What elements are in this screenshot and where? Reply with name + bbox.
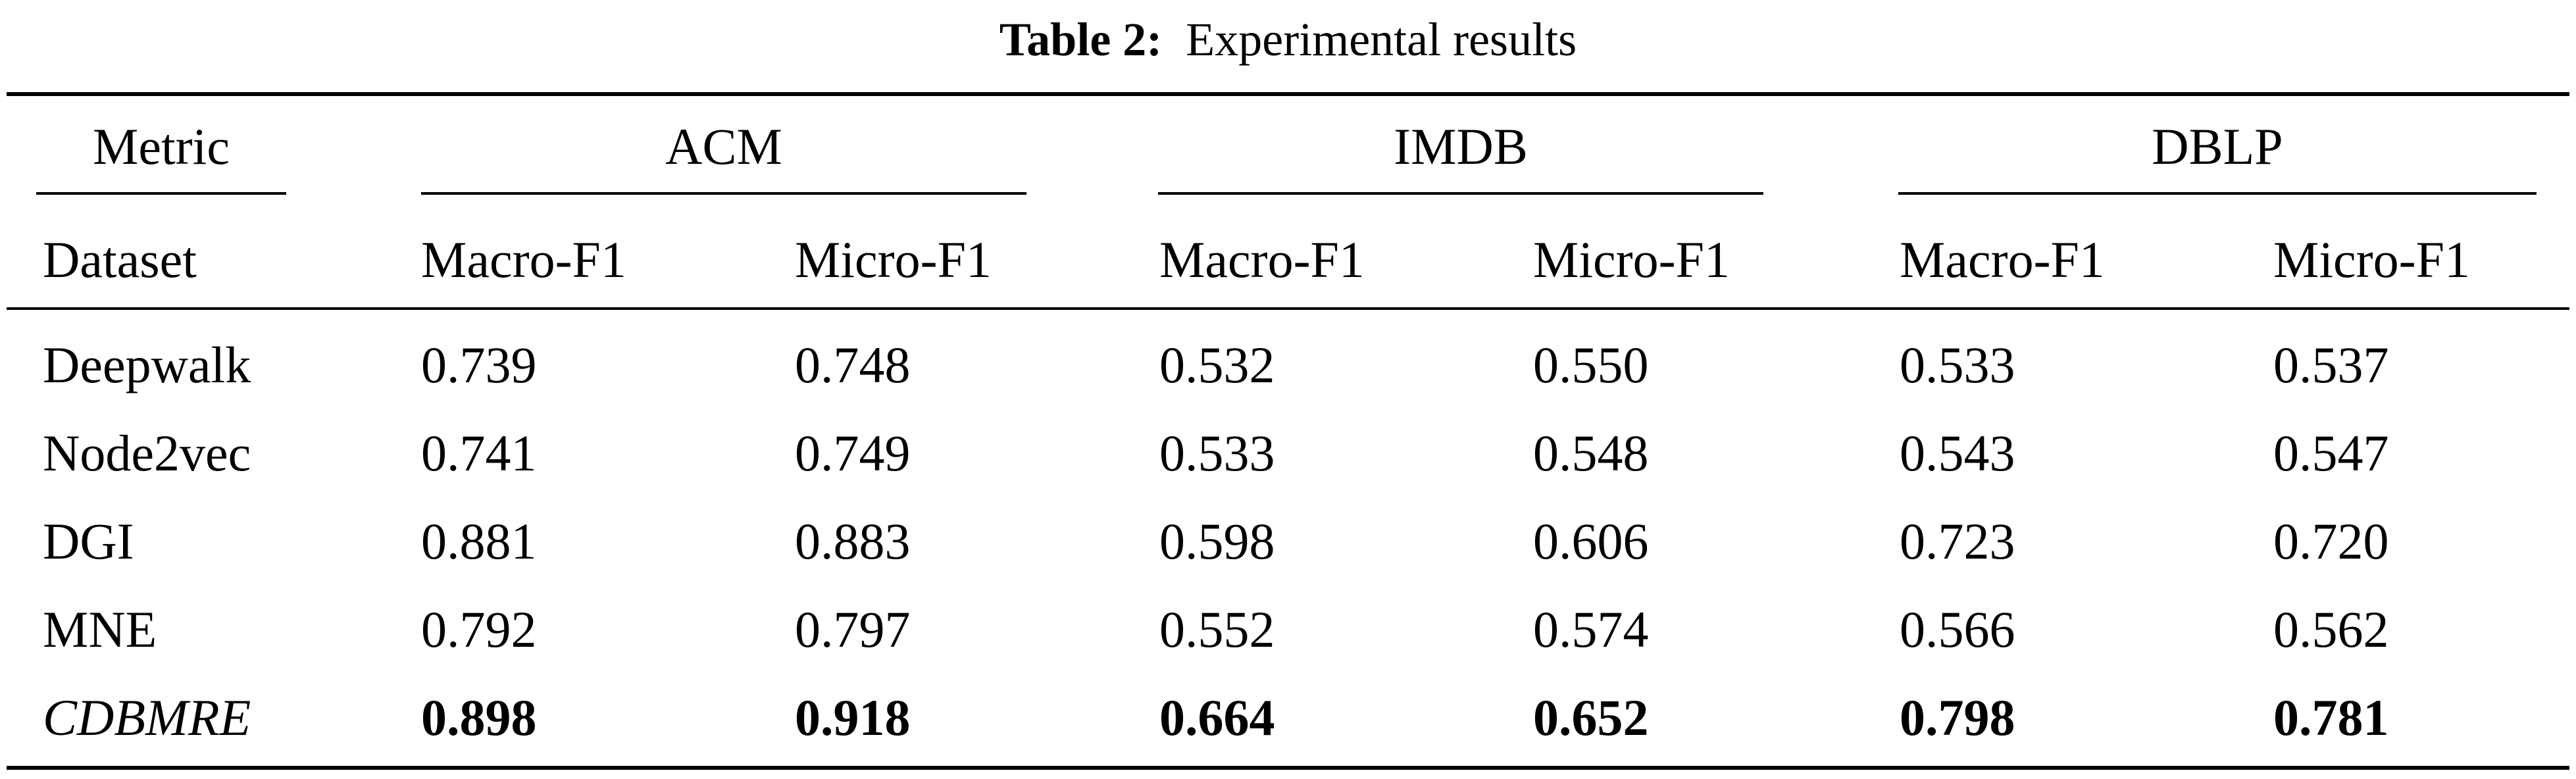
table-cell-best: 0.798 [1900,689,2015,746]
table-cell: 0.792 [421,601,537,658]
table-cell: 0.566 [1900,601,2015,658]
table-cell: 0.562 [2273,601,2389,658]
table-cell-best: 0.652 [1533,689,1649,746]
metric-underline [36,192,286,195]
table-cell-best: 0.918 [795,689,911,746]
table-cell: 0.797 [795,601,911,658]
table-cell: 0.748 [795,336,911,393]
table-cell: 0.533 [1159,424,1275,482]
table-cell: 0.543 [1900,424,2015,482]
subheader-acm-macro: Macro-F1 [421,231,626,288]
group-header-acm: ACM [665,118,782,175]
table-cell: 0.552 [1159,601,1275,658]
row-name-deepwalk: Deepwalk [43,336,251,393]
table-cell: 0.881 [421,513,537,570]
table-cell: 0.537 [2273,336,2389,393]
caption-gap [1162,13,1186,67]
table-cell: 0.533 [1900,336,2015,393]
top-rule [7,92,2569,96]
table-cell: 0.606 [1533,513,1649,570]
table-cell: 0.723 [1900,513,2015,570]
table-caption-text: Experimental results [1186,13,1577,66]
row-name-mne: MNE [43,601,157,658]
table-cell: 0.550 [1533,336,1649,393]
row-name-dgi: DGI [43,513,134,570]
table-cell-best: 0.664 [1159,689,1275,746]
subheader-dblp-micro: Micro-F1 [2273,231,2470,288]
header-rule [7,307,2569,310]
row-name-cdbmre: CDBMRE [43,689,251,746]
table-cell: 0.598 [1159,513,1275,570]
table-cell-best: 0.781 [2273,689,2389,746]
table-cell-best: 0.898 [421,689,537,746]
table-cell: 0.547 [2273,424,2389,482]
group-header-dblp: DBLP [2152,118,2283,175]
dataset-header: Dataset [43,231,197,288]
table-cell: 0.749 [795,424,911,482]
bottom-rule [7,766,2569,770]
table-cell: 0.548 [1533,424,1649,482]
imdb-underline [1158,192,1763,195]
table-caption: Table 2: Experimental results [0,0,2576,79]
table-cell: 0.741 [421,424,537,482]
row-name-node2vec: Node2vec [43,424,251,482]
dblp-underline [1898,192,2537,195]
table-cell: 0.739 [421,336,537,393]
table-cell: 0.532 [1159,336,1275,393]
subheader-imdb-macro: Macro-F1 [1159,231,1365,288]
table-cell: 0.883 [795,513,911,570]
table-cell: 0.720 [2273,513,2389,570]
group-header-imdb: IMDB [1394,118,1528,175]
table-caption-label: Table 2: [999,13,1163,66]
table-cell: 0.574 [1533,601,1649,658]
subheader-acm-micro: Micro-F1 [795,231,992,288]
metric-header: Metric [93,118,230,175]
subheader-imdb-micro: Micro-F1 [1533,231,1730,288]
acm-underline [421,192,1026,195]
subheader-dblp-macro: Macro-F1 [1900,231,2105,288]
